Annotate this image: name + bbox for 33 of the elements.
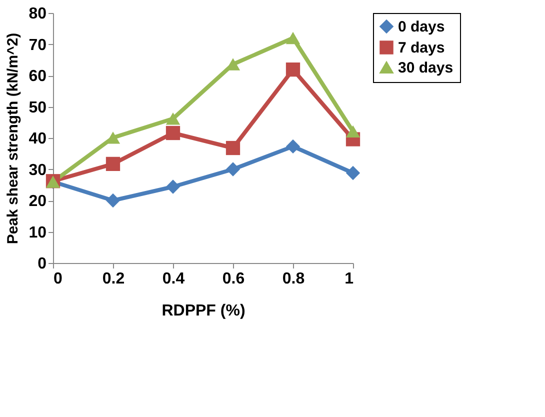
point [346, 166, 360, 180]
point [166, 180, 180, 194]
x-tick-label: 1 [344, 270, 354, 288]
y-tick-label: 10 [28, 224, 47, 242]
y-tick-label: 70 [28, 36, 47, 54]
y-axis-title: Peak shear strength (kN/m^2) [4, 32, 22, 244]
point [106, 193, 120, 208]
y-tick-label: 0 [38, 256, 47, 272]
point [286, 62, 300, 77]
point [286, 139, 300, 154]
legend-label: 0 days [398, 18, 445, 36]
point [346, 125, 360, 138]
legend-label: 7 days [398, 40, 445, 56]
point [106, 156, 120, 172]
y-tick-label: 40 [28, 130, 47, 148]
point [166, 126, 180, 140]
y-tick-label: 60 [28, 68, 47, 85]
y-tick-label: 30 [28, 162, 47, 179]
point [286, 32, 300, 44]
x-tick-label: 0.8 [282, 270, 305, 288]
x-axis-title: RDPPF (%) [162, 302, 246, 320]
x-tick-label: 0.4 [162, 270, 185, 288]
y-tick-label: 80 [28, 6, 47, 22]
point [226, 140, 240, 156]
y-tick-label: 20 [28, 193, 47, 210]
x-tick-label: 0.2 [102, 270, 125, 288]
y-tick-label: 50 [28, 99, 47, 116]
point [226, 162, 240, 176]
point [166, 112, 180, 125]
x-tick-label: 0 [54, 270, 62, 288]
point [106, 132, 120, 144]
legend-label: 30 days [398, 60, 454, 76]
x-tick-label: 0.6 [222, 270, 245, 288]
